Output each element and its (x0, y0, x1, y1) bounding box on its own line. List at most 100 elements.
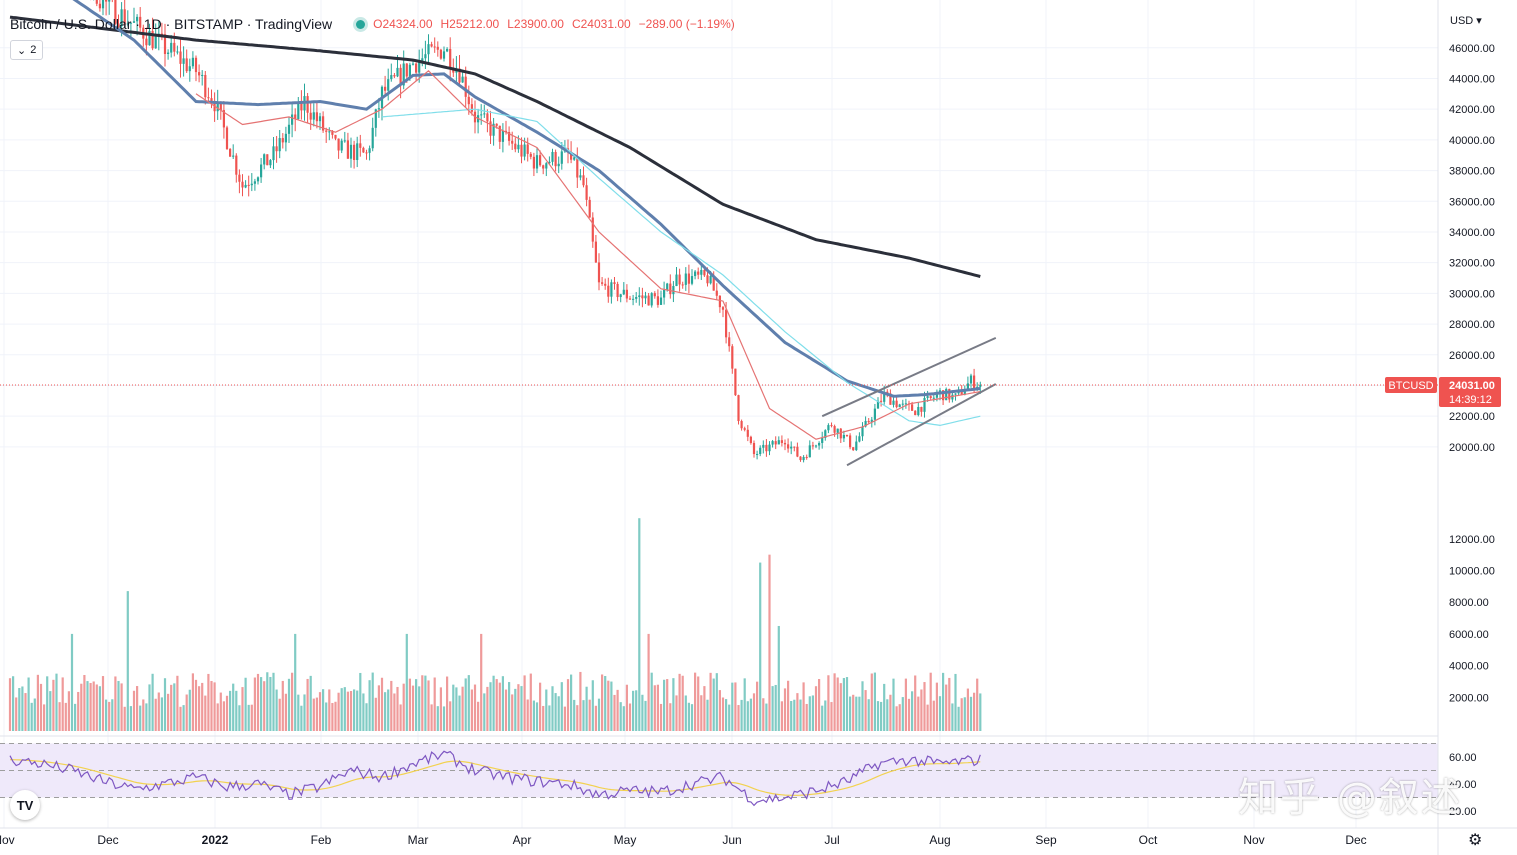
volume-bar (411, 685, 415, 731)
volume-bar (765, 703, 768, 731)
volume-bar (105, 699, 108, 731)
candle-body (551, 151, 554, 162)
volume-bar (889, 694, 892, 731)
candle-body (377, 108, 380, 110)
volume-bar (659, 703, 663, 731)
candle-body (170, 42, 173, 53)
volume-bar (309, 675, 312, 731)
currency-selector[interactable]: USD ▾ (1450, 15, 1482, 27)
volume-bar (436, 706, 439, 731)
candle-body (253, 181, 256, 184)
price-axis-tick-label: 28000.00 (1449, 319, 1495, 331)
volume-bar (712, 678, 715, 731)
volume-bar (269, 676, 272, 731)
volume-bar (458, 695, 461, 731)
candle-body (498, 125, 501, 142)
volume-bar (80, 683, 83, 731)
candle-body (969, 375, 973, 384)
candle-body (452, 69, 455, 73)
candle-body (948, 388, 951, 400)
candle-body (966, 383, 969, 391)
volume-bar (883, 683, 886, 731)
volume-bar (33, 698, 36, 731)
candle-body (864, 420, 867, 427)
price-axis-tick-label: 38000.00 (1449, 166, 1495, 178)
candle-body (356, 143, 359, 160)
candle-body (105, 0, 108, 2)
volume-bar (548, 705, 551, 731)
volume-bar (300, 705, 303, 731)
volume-bar (963, 697, 966, 731)
volume-bar (433, 677, 436, 731)
candle-body (570, 152, 573, 160)
rsi-band (0, 743, 1438, 798)
volume-bar (570, 674, 573, 731)
candle-body (715, 290, 718, 296)
candle-body (811, 445, 814, 447)
indicators-toggle-button[interactable]: ⌄ 2 (10, 40, 44, 60)
candle-body (951, 394, 954, 400)
volume-bar (721, 697, 725, 731)
volume-bar (703, 686, 706, 731)
time-axis-tick-label: Jun (722, 833, 741, 847)
candle-body (960, 389, 963, 395)
candle-body (777, 440, 780, 445)
volume-bar (64, 702, 67, 731)
candle-body (591, 217, 594, 242)
volume-bar (948, 677, 951, 731)
volume-bar (464, 678, 467, 731)
candle-body (752, 442, 756, 455)
candle-body (210, 98, 213, 103)
volume-bar (973, 692, 976, 731)
candle-body (718, 295, 721, 308)
volume-bar (235, 690, 238, 731)
time-axis-tick-label: Apr (513, 833, 532, 847)
volume-bar (938, 696, 942, 731)
candle-body (464, 76, 467, 97)
volume-bar (442, 706, 446, 731)
volume-bar (452, 684, 455, 731)
tradingview-logo-icon[interactable]: TV (10, 790, 40, 820)
candle-body (194, 57, 198, 73)
candle-body (557, 163, 560, 167)
candle-body (731, 346, 734, 369)
volume-bar (114, 676, 117, 731)
candle-body (275, 146, 278, 152)
candle-body (842, 434, 845, 439)
candle-body (312, 112, 315, 120)
candle-body (703, 269, 706, 276)
rsi-axis-tick-label: 60.00 (1449, 752, 1477, 764)
volume-axis-tick-label: 6000.00 (1449, 629, 1489, 641)
candle-body (359, 143, 362, 148)
candle-body (294, 114, 297, 119)
candle-body (247, 184, 250, 186)
volume-bar (163, 678, 167, 731)
volume-bar (495, 679, 498, 731)
volume-bar (898, 704, 901, 731)
candle-body (529, 153, 532, 157)
candle-body (647, 295, 650, 306)
volume-bar (167, 693, 170, 731)
price-axis-tick-label: 34000.00 (1449, 227, 1495, 239)
volume-bar (173, 683, 176, 731)
volume-bar (132, 690, 136, 731)
volume-bar (232, 683, 235, 731)
high-value: H25212.00 (440, 17, 500, 31)
candle-body (421, 58, 424, 61)
volume-bar (408, 678, 411, 731)
volume-bar (473, 684, 477, 731)
gear-icon[interactable]: ⚙ (1468, 832, 1483, 849)
volume-bar (960, 698, 963, 731)
volume-bar (260, 677, 263, 731)
volume-bar (337, 692, 340, 731)
volume-bar (399, 704, 402, 731)
candle-body (880, 400, 883, 402)
symbol-title[interactable]: Bitcoin / U.S. Dollar · 1D · BITSTAMP · … (10, 16, 333, 32)
volume-bar (808, 696, 811, 731)
candle-body (734, 368, 737, 396)
candle-body (920, 406, 923, 412)
candle-body (845, 434, 849, 436)
candle-body (433, 46, 436, 48)
volume-bar (517, 684, 520, 731)
